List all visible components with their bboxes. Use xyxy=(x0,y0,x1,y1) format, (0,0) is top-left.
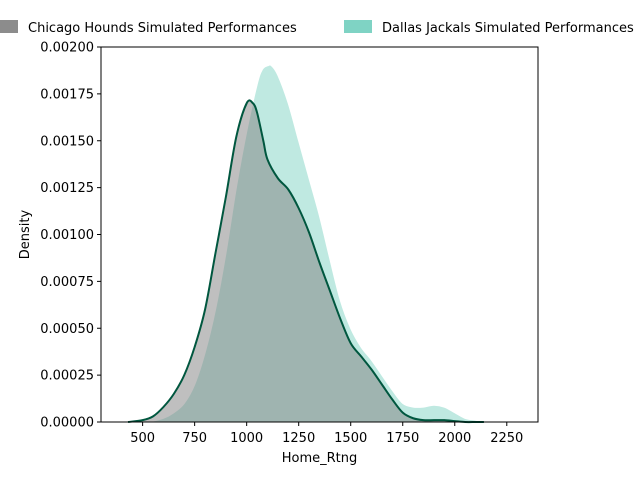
x-tick-label: 2000 xyxy=(438,431,471,446)
legend: Chicago Hounds Simulated Performances Da… xyxy=(0,20,634,36)
y-tick-label: 0.00075 xyxy=(40,275,94,290)
series-layer xyxy=(127,64,485,424)
x-tick-label: 1500 xyxy=(334,431,367,446)
y-axis-ticks: 0.00000 0.00025 0.00050 0.00075 0.00100 0.001… xyxy=(40,41,101,431)
x-axis-title: Home_Rtng xyxy=(282,451,358,466)
y-tick-label: 0.00200 xyxy=(40,41,94,56)
x-tick-label: 1750 xyxy=(386,431,419,446)
y-tick-label: 0.00125 xyxy=(40,181,94,196)
x-tick-label: 1250 xyxy=(282,431,315,446)
y-tick-label: 0.00100 xyxy=(40,228,94,243)
legend-label-chicago: Chicago Hounds Simulated Performances xyxy=(28,21,297,36)
y-tick-label: 0.00175 xyxy=(40,87,94,102)
x-tick-label: 1000 xyxy=(230,431,263,446)
y-tick-label: 0.00025 xyxy=(40,369,94,384)
x-axis-ticks: 500 750 1000 1250 1500 1750 2000 2250 xyxy=(130,422,523,446)
x-tick-label: 500 xyxy=(130,431,155,446)
density-line-chicago xyxy=(127,99,484,424)
y-tick-label: 0.00050 xyxy=(40,322,94,337)
y-tick-label: 0.00150 xyxy=(40,134,94,149)
legend-label-dallas: Dallas Jackals Simulated Performances xyxy=(382,21,634,36)
legend-swatch-chicago xyxy=(0,20,18,33)
x-tick-label: 2250 xyxy=(490,431,523,446)
x-tick-label: 750 xyxy=(182,431,207,446)
legend-swatch-dallas xyxy=(344,20,372,33)
y-axis-title: Density xyxy=(18,209,33,259)
density-area-chicago xyxy=(128,100,484,423)
y-tick-label: 0.00000 xyxy=(40,416,94,431)
